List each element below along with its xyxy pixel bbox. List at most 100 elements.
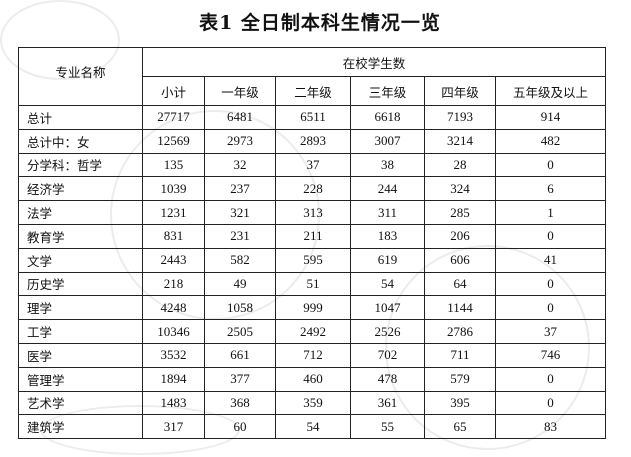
cell-value: 64 bbox=[424, 271, 496, 297]
cell-value: 478 bbox=[350, 366, 425, 392]
cell-value: 135 bbox=[142, 152, 205, 178]
cell-value: 460 bbox=[275, 366, 351, 392]
cell-value: 606 bbox=[424, 247, 496, 273]
cell-value: 359 bbox=[275, 390, 351, 416]
cell-value: 0 bbox=[495, 390, 606, 416]
cell-value: 2492 bbox=[275, 319, 351, 344]
header-column: 一年级 bbox=[204, 76, 276, 106]
cell-value: 218 bbox=[142, 271, 205, 297]
table-body: 总计 27717 6481 6511 6618 7193 914 总计中：女 12569 2973… bbox=[18, 105, 606, 440]
cell-value: 27717 bbox=[142, 105, 205, 130]
row-name: 管理学 bbox=[18, 366, 143, 392]
cell-value: 83 bbox=[495, 414, 606, 440]
cell-value: 3532 bbox=[142, 342, 205, 368]
cell-value: 0 bbox=[495, 223, 606, 249]
row-name: 分学科：哲学 bbox=[18, 152, 143, 178]
table-row: 总计中：女 12569 2973 2893 3007 3214 482 bbox=[18, 128, 606, 154]
row-name: 工学 bbox=[18, 319, 143, 344]
table-row: 教育学 831 231 211 183 206 0 bbox=[18, 223, 606, 249]
cell-value: 368 bbox=[204, 390, 276, 416]
cell-value: 41 bbox=[495, 247, 606, 273]
cell-value: 237 bbox=[204, 176, 276, 202]
row-name: 教育学 bbox=[18, 223, 143, 249]
cell-value: 1894 bbox=[142, 366, 205, 392]
cell-value: 831 bbox=[142, 223, 205, 249]
table-row: 总计 27717 6481 6511 6618 7193 914 bbox=[18, 105, 606, 130]
cell-value: 2443 bbox=[142, 247, 205, 273]
row-name: 艺术学 bbox=[18, 390, 143, 416]
row-name: 医学 bbox=[18, 342, 143, 368]
table-row: 分学科：哲学 135 32 37 38 28 0 bbox=[18, 152, 606, 178]
cell-value: 55 bbox=[350, 414, 425, 440]
header-enrolled-students: 在校学生数 bbox=[142, 47, 606, 77]
row-name: 总计 bbox=[18, 105, 143, 130]
row-name: 建筑学 bbox=[18, 414, 143, 440]
table-row: 文学 2443 582 595 619 606 41 bbox=[18, 247, 606, 273]
cell-value: 661 bbox=[204, 342, 276, 368]
table-row: 理学 4248 1058 999 1047 1144 0 bbox=[18, 295, 606, 321]
cell-value: 4248 bbox=[142, 295, 205, 321]
cell-value: 231 bbox=[204, 223, 276, 249]
table-row: 医学 3532 661 712 702 711 746 bbox=[18, 342, 606, 368]
table-row: 建筑学 317 60 54 55 65 83 bbox=[18, 414, 606, 440]
cell-value: 3007 bbox=[350, 128, 425, 154]
cell-value: 712 bbox=[275, 342, 351, 368]
cell-value: 324 bbox=[424, 176, 496, 202]
cell-value: 377 bbox=[204, 366, 276, 392]
cell-value: 321 bbox=[204, 200, 276, 225]
cell-value: 311 bbox=[350, 200, 425, 225]
cell-value: 10346 bbox=[142, 319, 205, 344]
cell-value: 32 bbox=[204, 152, 276, 178]
cell-value: 1058 bbox=[204, 295, 276, 321]
cell-value: 6511 bbox=[275, 105, 351, 130]
cell-value: 595 bbox=[275, 247, 351, 273]
cell-value: 317 bbox=[142, 414, 205, 440]
cell-value: 3214 bbox=[424, 128, 496, 154]
cell-value: 54 bbox=[275, 414, 351, 440]
cell-value: 0 bbox=[495, 295, 606, 321]
cell-value: 0 bbox=[495, 152, 606, 178]
cell-value: 51 bbox=[275, 271, 351, 297]
table-row: 工学 10346 2505 2492 2526 2786 37 bbox=[18, 319, 606, 344]
cell-value: 211 bbox=[275, 223, 351, 249]
cell-value: 228 bbox=[275, 176, 351, 202]
header-column: 四年级 bbox=[424, 76, 496, 106]
cell-value: 1144 bbox=[424, 295, 496, 321]
student-table: 专业名称 在校学生数 小计 一年级 二年级 三年级 四年级 五年级及以上 总计 27717 6… bbox=[18, 47, 606, 440]
cell-value: 1047 bbox=[350, 295, 425, 321]
cell-value: 1483 bbox=[142, 390, 205, 416]
cell-value: 361 bbox=[350, 390, 425, 416]
cell-value: 619 bbox=[350, 247, 425, 273]
cell-value: 482 bbox=[495, 128, 606, 154]
row-name: 法学 bbox=[18, 200, 143, 225]
cell-value: 746 bbox=[495, 342, 606, 368]
table-row: 法学 1231 321 313 311 285 1 bbox=[18, 200, 606, 225]
header-major-name: 专业名称 bbox=[18, 47, 143, 106]
table-row: 管理学 1894 377 460 478 579 0 bbox=[18, 366, 606, 392]
cell-value: 313 bbox=[275, 200, 351, 225]
cell-value: 37 bbox=[495, 319, 606, 344]
cell-value: 395 bbox=[424, 390, 496, 416]
cell-value: 6 bbox=[495, 176, 606, 202]
cell-value: 1231 bbox=[142, 200, 205, 225]
table-row: 艺术学 1483 368 359 361 395 0 bbox=[18, 390, 606, 416]
row-name: 历史学 bbox=[18, 271, 143, 297]
header-column: 五年级及以上 bbox=[495, 76, 606, 106]
cell-value: 2505 bbox=[204, 319, 276, 344]
cell-value: 2973 bbox=[204, 128, 276, 154]
cell-value: 2786 bbox=[424, 319, 496, 344]
cell-value: 206 bbox=[424, 223, 496, 249]
header-columns-row: 小计 一年级 二年级 三年级 四年级 五年级及以上 bbox=[19, 76, 606, 106]
cell-value: 582 bbox=[204, 247, 276, 273]
cell-value: 702 bbox=[350, 342, 425, 368]
cell-value: 28 bbox=[424, 152, 496, 178]
row-name: 经济学 bbox=[18, 176, 143, 202]
cell-value: 244 bbox=[350, 176, 425, 202]
cell-value: 0 bbox=[495, 271, 606, 297]
page-title: 表1 全日制本科生情况一览 bbox=[199, 12, 441, 34]
cell-value: 49 bbox=[204, 271, 276, 297]
row-name: 总计中：女 bbox=[18, 128, 143, 154]
row-name: 理学 bbox=[18, 295, 143, 321]
row-name: 文学 bbox=[18, 247, 143, 273]
cell-value: 999 bbox=[275, 295, 351, 321]
